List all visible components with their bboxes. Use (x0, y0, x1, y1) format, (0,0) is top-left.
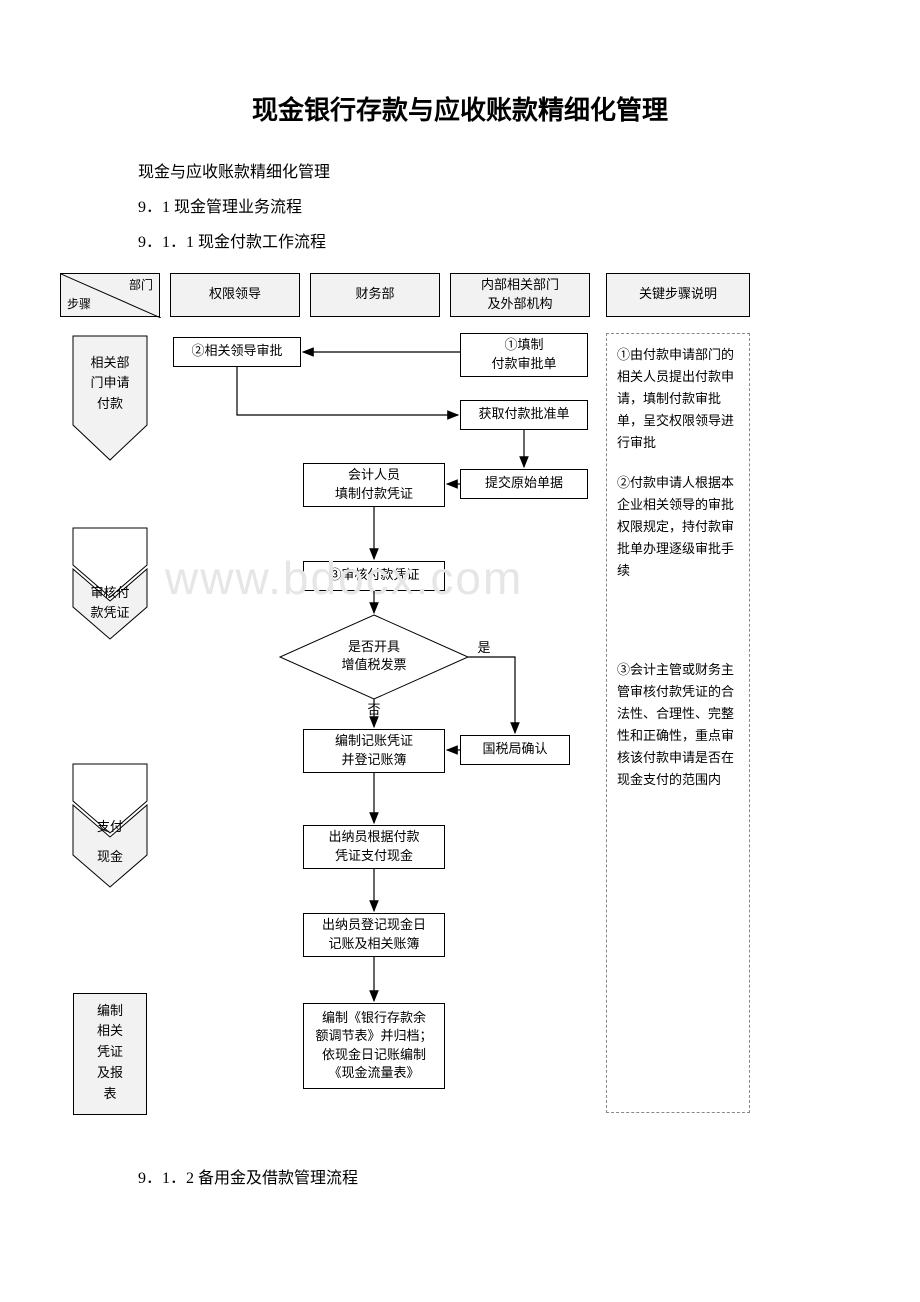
section-9-1-1: 9．1．1 现金付款工作流程 (138, 225, 860, 260)
section-9-1: 9．1 现金管理业务流程 (138, 190, 860, 225)
page-title: 现金银行存款与应收账款精细化管理 (60, 90, 860, 127)
section-9-1-2: 9．1．2 备用金及借款管理流程 (138, 1161, 860, 1196)
arrows-layer (60, 273, 860, 1143)
flowchart-9-1-1: 部门 步骤 权限领导 财务部 内部相关部门 及外部机构 关键步骤说明 相关部 门… (60, 273, 860, 1143)
intro-line-1: 现金与应收账款精细化管理 (138, 155, 860, 190)
